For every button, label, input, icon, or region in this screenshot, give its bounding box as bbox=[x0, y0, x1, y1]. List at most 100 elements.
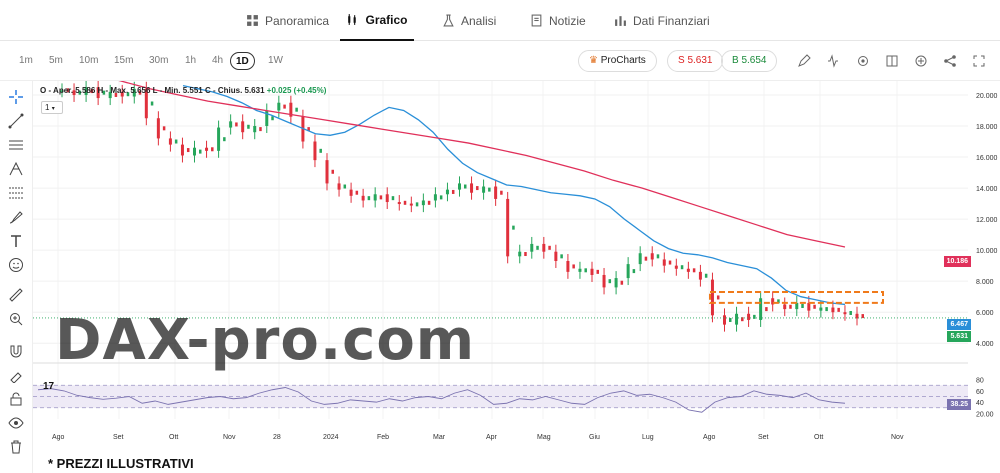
x-tick-label: Ott bbox=[814, 434, 823, 441]
rsi-tick-label: 40 bbox=[976, 400, 984, 407]
x-tick-label: Set bbox=[758, 434, 769, 441]
candle-body bbox=[638, 253, 642, 265]
timeframe-5m[interactable]: 5m bbox=[49, 55, 63, 66]
fibonacci-icon[interactable] bbox=[8, 185, 24, 201]
flask-icon bbox=[443, 14, 454, 27]
candle-body bbox=[512, 225, 515, 230]
candle-body bbox=[602, 274, 606, 288]
candle-body bbox=[723, 315, 726, 325]
candle-body bbox=[572, 264, 575, 269]
candle-body bbox=[415, 202, 419, 207]
pitchfork-icon[interactable] bbox=[8, 161, 24, 177]
candle-body bbox=[536, 245, 539, 250]
indicators-icon[interactable] bbox=[826, 54, 840, 68]
drawing-toolbar bbox=[0, 81, 33, 473]
candle-series bbox=[60, 81, 864, 332]
trendline-icon[interactable] bbox=[8, 113, 24, 129]
ma-slow-label: 10.186 bbox=[943, 256, 971, 267]
timeframe-30m[interactable]: 30m bbox=[149, 55, 169, 66]
fullscreen-icon[interactable] bbox=[972, 54, 986, 68]
candle-body bbox=[747, 313, 751, 320]
candle-body bbox=[861, 314, 864, 319]
candle-body bbox=[843, 312, 847, 315]
timeframe-1d[interactable]: 1D bbox=[230, 52, 255, 70]
sell-button[interactable]: S 5.631 bbox=[667, 50, 724, 72]
timeframe-10m[interactable]: 10m bbox=[79, 55, 99, 66]
zoom-icon[interactable] bbox=[8, 311, 24, 327]
candle-body bbox=[379, 195, 383, 200]
candle-body bbox=[235, 122, 238, 127]
settings-icon[interactable] bbox=[856, 54, 870, 68]
x-tick-label: Apr bbox=[486, 434, 498, 441]
tab-grafico[interactable]: Grafico bbox=[340, 0, 414, 41]
price-chart[interactable]: 17 20.00018.00016.00014.00012.00010.0008… bbox=[33, 81, 1000, 447]
trash-icon[interactable] bbox=[8, 439, 24, 455]
candle-body bbox=[458, 183, 461, 190]
candle-body bbox=[439, 195, 443, 200]
crosshair-icon[interactable] bbox=[8, 89, 24, 105]
candle-body bbox=[343, 184, 347, 189]
timeframe-1h[interactable]: 1h bbox=[185, 55, 197, 66]
ruler-icon[interactable] bbox=[8, 287, 24, 303]
brush-icon[interactable] bbox=[8, 209, 24, 225]
tab-label: Dati Finanziari bbox=[633, 13, 710, 28]
x-tick-label: 2024 bbox=[323, 434, 339, 441]
footnote: * PREZZI ILLUSTRATIVI bbox=[48, 456, 194, 471]
x-tick-label: Nov bbox=[223, 434, 236, 441]
timeframe-1m[interactable]: 1m bbox=[19, 55, 33, 66]
price-axis: 20.000 18.000 16.000 14.000 12.000 10.000 8.00… bbox=[976, 93, 998, 418]
timeframe-15m[interactable]: 15m bbox=[114, 55, 134, 66]
candle-body bbox=[283, 104, 286, 109]
candle-body bbox=[470, 183, 474, 193]
candle-body bbox=[530, 243, 534, 252]
candle-body bbox=[849, 310, 852, 315]
x-tick-label: Mar bbox=[433, 434, 446, 441]
tab-dati-finanziari[interactable]: Dati Finanziari bbox=[614, 0, 710, 41]
candle-body bbox=[560, 254, 563, 259]
horizontal-lines-icon[interactable] bbox=[8, 137, 24, 153]
timeframe-4h[interactable]: 4h bbox=[212, 55, 224, 66]
pencil-icon[interactable] bbox=[797, 54, 811, 68]
rsi-tick-label: 80 bbox=[976, 378, 984, 385]
candle-body bbox=[729, 317, 732, 322]
candle-body bbox=[554, 251, 558, 261]
procharts-button[interactable]: ♛ ProCharts bbox=[578, 50, 657, 72]
chart-toolbar: 1m 5m 10m 15m 30m 1h 4h 1D 1W ♛ ProChart… bbox=[0, 41, 1000, 81]
share-icon[interactable] bbox=[943, 54, 957, 68]
candles-icon bbox=[348, 14, 357, 25]
emoji-icon[interactable] bbox=[8, 257, 24, 273]
procharts-label: ProCharts bbox=[600, 55, 646, 66]
candle-body bbox=[355, 190, 359, 195]
tradingview-logo: 17 bbox=[43, 381, 55, 392]
timeframe-1w[interactable]: 1W bbox=[268, 55, 283, 66]
candle-body bbox=[193, 147, 196, 156]
layout-icon[interactable] bbox=[885, 54, 899, 68]
candle-body bbox=[162, 126, 166, 131]
lock-icon[interactable] bbox=[8, 391, 24, 407]
text-tool-icon[interactable] bbox=[8, 233, 24, 249]
candle-body bbox=[566, 261, 570, 272]
tab-notizie[interactable]: Notizie bbox=[530, 0, 586, 41]
lock-drawing-icon[interactable] bbox=[8, 367, 24, 383]
eye-icon[interactable] bbox=[8, 415, 24, 431]
y-tick-label: 4.000 bbox=[976, 341, 994, 348]
rsi-line bbox=[37, 387, 846, 413]
candle-body bbox=[741, 317, 744, 322]
candle-body bbox=[409, 203, 413, 206]
tab-panoramica[interactable]: Panoramica bbox=[246, 0, 329, 41]
candle-body bbox=[753, 314, 756, 319]
x-tick-label: Ago bbox=[703, 434, 716, 441]
candle-body bbox=[692, 268, 696, 273]
candle-body bbox=[620, 280, 624, 285]
candle-body bbox=[626, 264, 630, 279]
y-tick-label: 8.000 bbox=[976, 279, 994, 286]
tab-analisi[interactable]: Analisi bbox=[442, 0, 496, 41]
bar-chart-icon bbox=[615, 16, 626, 26]
candle-body bbox=[349, 189, 353, 196]
candle-body bbox=[277, 102, 281, 111]
interval-selector[interactable]: 1 ▾ bbox=[41, 101, 63, 114]
add-icon[interactable] bbox=[914, 54, 928, 68]
buy-button[interactable]: B 5.654 bbox=[721, 50, 778, 72]
candle-body bbox=[271, 116, 274, 121]
magnet-icon[interactable] bbox=[8, 343, 24, 359]
